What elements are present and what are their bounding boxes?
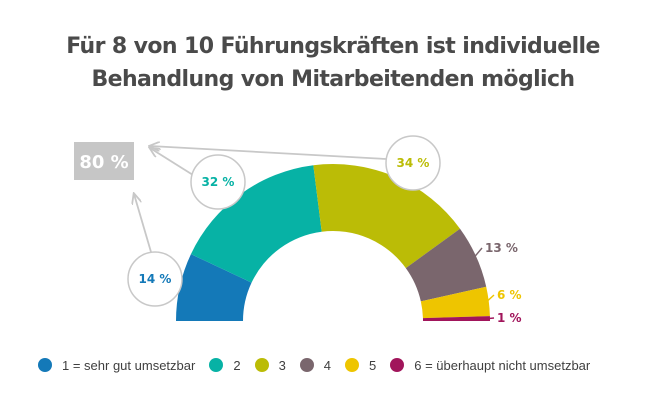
summary-label: 80 % xyxy=(79,152,128,173)
segment-6 xyxy=(422,316,490,321)
segment-2 xyxy=(190,165,322,283)
legend-label-2: 2 xyxy=(233,357,241,373)
label-circle-2 xyxy=(190,154,246,210)
legend-label-4: 4 xyxy=(323,357,332,373)
legend-swatch-4 xyxy=(299,358,314,372)
label-circle-1 xyxy=(127,251,183,307)
legend-item-6: 6 = überhaupt nicht umsetzbar xyxy=(390,358,590,373)
legend-swatch-1 xyxy=(38,358,52,372)
legend-item-4: 4 xyxy=(299,357,332,373)
legend-swatch-5 xyxy=(345,358,360,372)
summary-arrows xyxy=(134,146,387,253)
segment-4 xyxy=(405,228,487,302)
chart-title-line-2: Behandlung von Mitarbeitenden möglich xyxy=(91,67,576,92)
segment-5 xyxy=(420,286,490,319)
data-label-4: 13 % xyxy=(485,241,518,255)
data-label-3: 34 % xyxy=(397,156,430,170)
connector-6 xyxy=(487,317,495,320)
legend-swatch-6 xyxy=(390,358,405,372)
summary-arrow-1 xyxy=(134,194,152,253)
data-label-5: 6 % xyxy=(497,288,522,302)
legend-label-3: 3 xyxy=(278,357,286,373)
legend-label-1: 1 = sehr gut umsetzbar xyxy=(62,357,196,373)
connector-4 xyxy=(473,247,483,258)
legend-label-6: 6 = überhaupt nicht umsetzbar xyxy=(414,357,591,373)
legend-item-3: 3 xyxy=(254,357,286,373)
legend-item-1: 1 = sehr gut umsetzbar xyxy=(38,358,195,373)
legend-label-5: 5 xyxy=(369,357,377,373)
data-labels: 14 % 32 % 34 % 13 % 6 % 1 % xyxy=(127,135,522,325)
data-label-2: 32 % xyxy=(202,175,235,189)
summary-arrow-2 xyxy=(150,148,194,176)
segment-3 xyxy=(313,164,461,269)
summary-box: 80 % xyxy=(74,142,134,180)
chart-title-line-1: Für 8 von 10 Führungskräften ist individ… xyxy=(66,34,600,59)
summary-box-bg xyxy=(74,142,134,180)
legend-item-2: 2 xyxy=(209,357,241,373)
connector-5 xyxy=(486,294,495,303)
segment-1 xyxy=(176,254,252,321)
data-label-1: 14 % xyxy=(139,272,172,286)
legend-item-5: 5 xyxy=(345,358,376,373)
summary-arrow-3 xyxy=(150,146,387,160)
legend-swatch-2 xyxy=(209,358,224,372)
legend-swatch-3 xyxy=(254,358,269,372)
label-circle-3 xyxy=(385,135,441,191)
chart-segments xyxy=(176,164,490,321)
chart-title: Für 8 von 10 Führungskräften ist individ… xyxy=(0,30,666,96)
data-label-6: 1 % xyxy=(497,311,522,325)
chart-legend: 1 = sehr gut umsetzbar 2 3 4 5 6 = überhaupt … xyxy=(38,352,604,378)
